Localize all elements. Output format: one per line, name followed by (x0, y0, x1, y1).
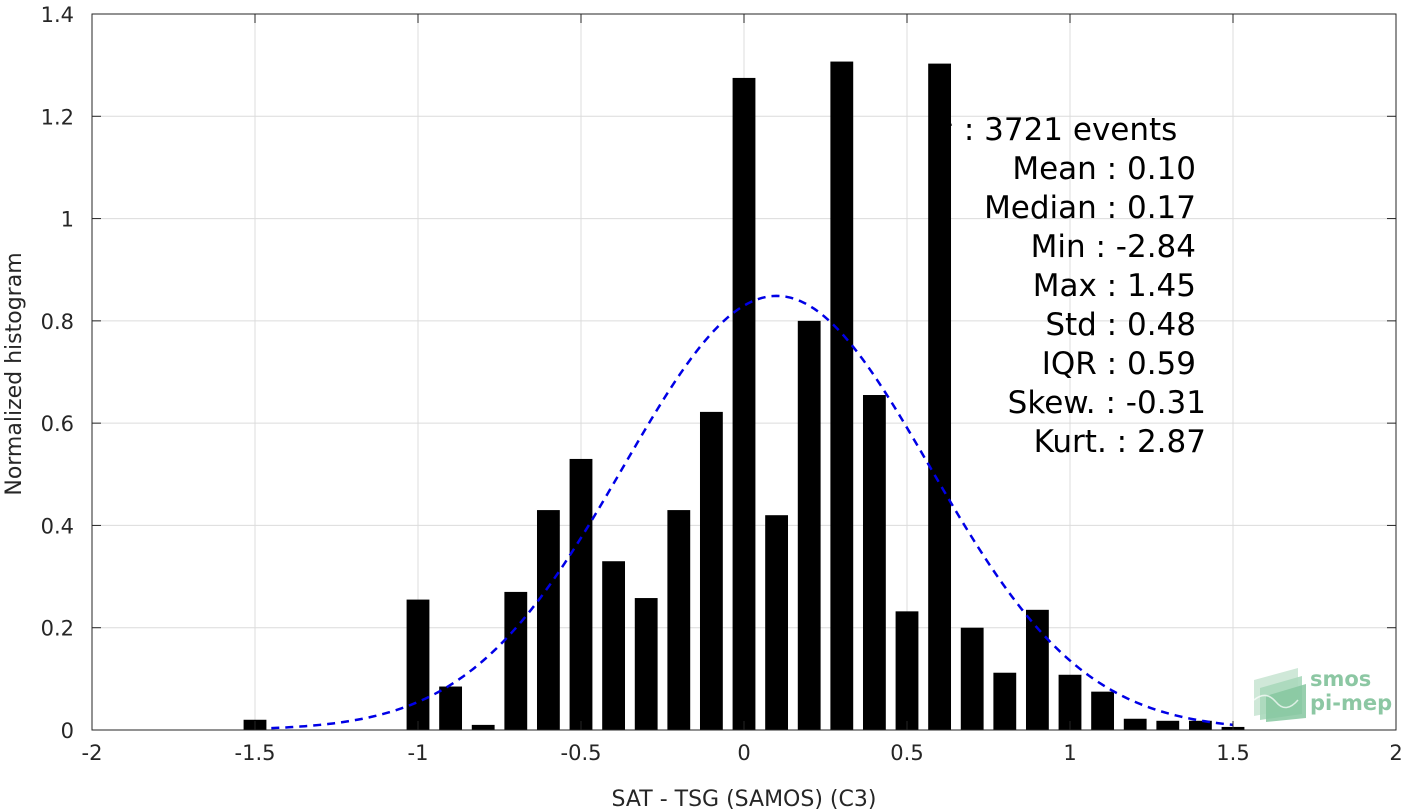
histogram-bar (1091, 691, 1115, 730)
histogram-bar (732, 77, 756, 730)
histogram-bar (667, 510, 691, 730)
histogram-bar (699, 411, 723, 730)
histogram-bar (1156, 720, 1180, 730)
histogram-bar (928, 63, 952, 730)
x-tick-label: -2 (82, 741, 103, 765)
x-tick-label: -1 (408, 741, 429, 765)
x-tick-label: 1 (1063, 741, 1076, 765)
histogram-bar (830, 61, 854, 730)
histogram-bar (895, 611, 919, 730)
histogram-bar (602, 561, 626, 730)
stat-line: Median : 0.17 (984, 190, 1196, 226)
smos-pi-mep-logo: smos pi-mep (1253, 667, 1392, 722)
histogram-bar (504, 591, 528, 730)
x-tick-label: 2 (1389, 741, 1402, 765)
y-tick-labels: 0 0.2 0.4 0.6 0.8 1 1.2 1.4 (41, 3, 74, 743)
logo-text-smos: smos (1310, 667, 1371, 691)
x-tick-label: -1.5 (235, 741, 276, 765)
stat-line: Skew. : -0.31 (1008, 385, 1206, 421)
axis-ticks (91, 13, 1397, 731)
stat-line: # : 3721 events (928, 112, 1177, 148)
y-tick-label: 0.2 (41, 617, 74, 641)
x-tick-label: 1.5 (1216, 741, 1249, 765)
histogram-bar (634, 598, 658, 730)
histogram-bar (1058, 674, 1082, 730)
x-axis-label: SAT - TSG (SAMOS) (C3) (612, 787, 877, 811)
y-tick-label: 1.2 (41, 105, 74, 129)
stat-line: IQR : 0.59 (1042, 346, 1196, 382)
normal-fit-curve (271, 294, 1234, 730)
histogram-bar (797, 320, 821, 730)
y-tick-label: 0.6 (41, 412, 74, 436)
histogram-bar (1025, 609, 1049, 730)
x-tick-label: 0 (737, 741, 750, 765)
y-tick-label: 1.4 (41, 3, 74, 27)
histogram-bar (993, 672, 1017, 730)
histogram-bar (1123, 718, 1147, 730)
histogram-bar (471, 724, 495, 730)
histogram-bar (569, 458, 593, 730)
histogram-bar (960, 627, 984, 730)
x-tick-labels: -2 -1.5 -1 -0.5 0 0.5 1 1.5 2 (82, 741, 1403, 765)
histogram-bar (406, 599, 430, 730)
y-tick-label: 0.8 (41, 310, 74, 334)
stat-line: Std : 0.48 (1045, 307, 1196, 343)
stat-line: Kurt. : 2.87 (1034, 424, 1206, 460)
x-tick-label: -0.5 (561, 741, 602, 765)
y-tick-label: 0.4 (41, 514, 74, 538)
y-tick-label: 1 (61, 208, 74, 232)
histogram-bar (862, 395, 886, 730)
histogram-bar (439, 686, 463, 730)
histogram-bar (1188, 720, 1212, 730)
logo-text-pi-mep: pi-mep (1310, 691, 1392, 715)
histogram-bar (765, 515, 789, 730)
y-axis-label: Normalized histogram (2, 252, 27, 495)
stat-line: Mean : 0.10 (1012, 151, 1196, 187)
stat-line: Min : -2.84 (1031, 229, 1196, 265)
histogram-bars (243, 61, 1245, 730)
histogram-bar (536, 510, 560, 730)
x-tick-label: 0.5 (890, 741, 923, 765)
logo-waves-icon (1253, 668, 1306, 722)
stat-line: Max : 1.45 (1033, 268, 1196, 304)
y-tick-label: 0 (61, 719, 74, 743)
